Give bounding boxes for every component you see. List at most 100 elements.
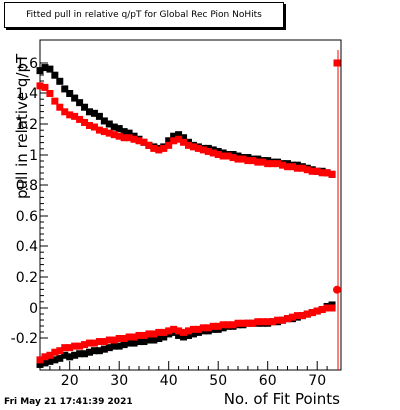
data-point [209, 149, 217, 157]
data-point [180, 134, 188, 142]
data-point [199, 324, 207, 332]
data-point [165, 137, 173, 145]
data-point [293, 312, 301, 320]
data-point [100, 345, 108, 353]
y-tick-label: 1.4 [16, 86, 38, 102]
data-point [279, 316, 287, 324]
data-point [244, 157, 252, 165]
data-point [125, 339, 133, 347]
data-point [61, 85, 69, 93]
data-point [209, 322, 217, 330]
y-tick-label: 0 [29, 301, 38, 317]
data-point [279, 161, 287, 169]
data-point [41, 64, 49, 72]
data-point [100, 117, 108, 125]
data-point [71, 94, 79, 102]
data-point [86, 122, 93, 130]
data-point [170, 325, 178, 333]
data-point [170, 137, 178, 145]
data-point [175, 331, 183, 339]
data-point [308, 309, 316, 317]
data-point [76, 342, 84, 350]
data-point [323, 169, 331, 177]
data-point [36, 356, 44, 364]
data-point [234, 155, 242, 163]
data-point [46, 65, 54, 73]
data-point [328, 304, 336, 312]
data-point [115, 132, 123, 140]
data-point [303, 310, 311, 318]
datestamp: Fri May 21 17:41:39 2021 [4, 397, 133, 407]
data-point [284, 163, 291, 171]
data-point [100, 128, 108, 136]
data-point [150, 144, 158, 152]
plot-frame [39, 39, 342, 371]
data-point [160, 333, 168, 341]
data-point [244, 319, 252, 327]
data-point [264, 318, 272, 326]
y-tick-label: 0.4 [16, 239, 38, 255]
data-point [120, 341, 128, 349]
data-point [130, 339, 138, 347]
data-point [66, 353, 74, 361]
x-axis-label: No. of Fit Points [223, 390, 340, 408]
data-point [264, 160, 272, 168]
data-point [105, 336, 113, 344]
x-axis-ticks: 20 30 40 50 60 70 [49, 361, 328, 389]
data-point [284, 315, 291, 323]
data-point [229, 321, 237, 329]
data-point [189, 325, 197, 333]
data-point [81, 103, 89, 111]
data-point [46, 357, 54, 365]
data-point [110, 131, 118, 139]
data-point [51, 356, 59, 364]
data-point [130, 135, 138, 143]
data-point [76, 115, 84, 123]
title-box: Fitted pull in relative q/pT for Global … [4, 2, 284, 28]
data-point [135, 338, 143, 346]
data-point [165, 327, 173, 335]
data-point [71, 342, 79, 350]
data-point [323, 304, 331, 312]
data-point [150, 330, 158, 338]
data-point [61, 351, 69, 359]
data-point [318, 169, 326, 177]
data-point [318, 306, 326, 314]
data-point [298, 164, 306, 172]
data-point [46, 351, 54, 359]
data-point [288, 163, 296, 171]
data-point [274, 160, 282, 168]
data-point [145, 330, 153, 338]
data-point [189, 330, 197, 338]
data-point [185, 331, 192, 339]
data-point [56, 103, 64, 111]
data-point [71, 112, 79, 120]
x-tick-label: 60 [259, 373, 277, 389]
data-point [189, 143, 197, 151]
data-point [100, 338, 108, 346]
data-point [120, 128, 128, 136]
data-point [110, 336, 118, 344]
data-point [150, 336, 158, 344]
data-point [81, 350, 89, 358]
x-tick-label: 70 [308, 373, 326, 389]
data-point [56, 347, 64, 355]
data-point [125, 333, 133, 341]
data-point [120, 335, 128, 342]
data-point [36, 67, 44, 75]
data-point [313, 307, 321, 315]
data-point [61, 108, 69, 116]
data-point [199, 146, 207, 154]
data-point [333, 59, 341, 67]
y-tick-label: 1.6 [16, 56, 38, 72]
data-point [46, 90, 54, 97]
data-point [110, 123, 118, 131]
x-tick-label: 30 [110, 373, 128, 389]
data-point [269, 318, 277, 326]
y-tick-label: 0.6 [16, 209, 38, 225]
data-point [303, 166, 311, 174]
data-point [204, 324, 212, 332]
data-point [160, 328, 168, 336]
data-point [66, 90, 74, 97]
data-point [81, 341, 89, 349]
